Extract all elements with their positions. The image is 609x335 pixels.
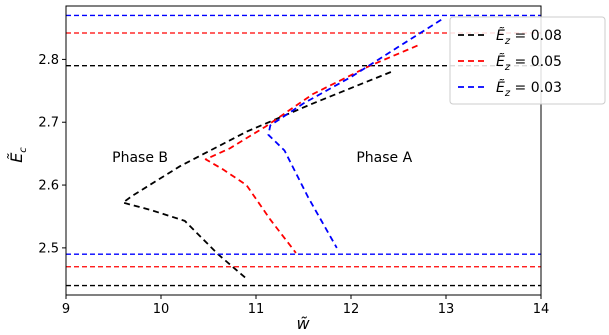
y-tick-label: 2.8 <box>38 53 59 68</box>
x-tick-label: 12 <box>343 302 360 317</box>
y-tick-label: 2.6 <box>38 179 59 194</box>
axis-ticks: 9 10 11 12 13 14 2.5 2.6 2.7 2.8 <box>38 53 549 317</box>
legend-box <box>449 16 606 105</box>
y-tick-label: 2.7 <box>38 116 59 131</box>
x-tick-label: 10 <box>153 302 170 317</box>
x-tick-label: 11 <box>248 302 265 317</box>
legend-label-0: Ẽz = 0.08 <box>496 27 562 47</box>
curve-series-2 <box>267 19 442 249</box>
x-tick-label: 13 <box>438 302 455 317</box>
x-axis-label: w̃ <box>296 314 310 333</box>
y-axis-label: Ẽc <box>7 147 29 163</box>
legend-label-1: Ẽz = 0.05 <box>496 53 562 73</box>
annotation-1: Phase A <box>356 150 412 166</box>
annotation-0: Phase B <box>112 150 168 166</box>
legend-label-2: Ẽz = 0.03 <box>496 79 562 99</box>
plot-frame <box>65 5 542 296</box>
y-tick-label: 2.5 <box>38 241 59 256</box>
legend: Ẽz = 0.08 Ẽz = 0.05 Ẽz = 0.03 <box>449 16 606 105</box>
x-tick-label: 14 <box>533 302 550 317</box>
x-tick-label: 9 <box>62 302 70 317</box>
annotations: Phase B Phase A <box>112 150 412 166</box>
curve-series-1 <box>204 44 418 254</box>
